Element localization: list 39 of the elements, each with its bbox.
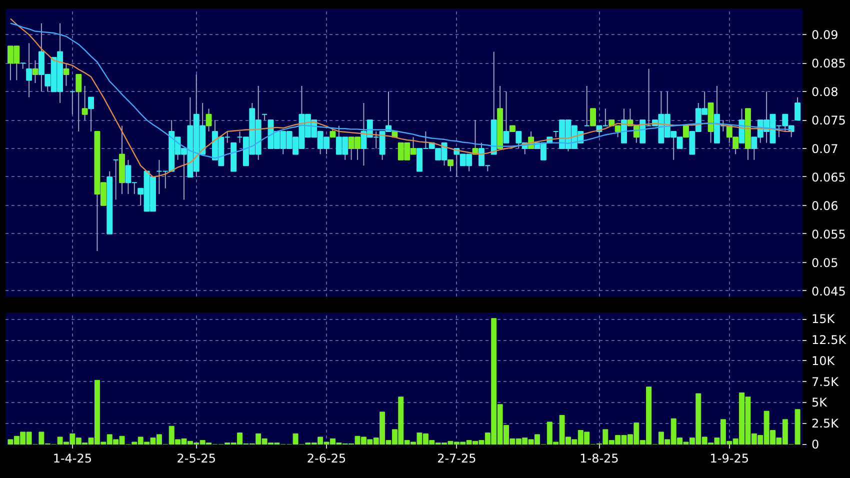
- y-tick-label: 10K: [812, 354, 836, 368]
- y-tick-label: 0.045: [812, 284, 846, 298]
- candlestick: [76, 74, 82, 132]
- x-tick-label: 2-6-25: [306, 452, 346, 466]
- candlestick: [590, 108, 596, 126]
- y-tick-label: 12.5K: [812, 333, 848, 348]
- x-tick-label: 1-4-25: [52, 452, 92, 466]
- candlestick: [69, 91, 76, 115]
- y-tick-label: 0.09: [812, 28, 838, 42]
- candlestick: [448, 159, 454, 172]
- candlestick: [503, 91, 510, 144]
- y-tick-label: 0.08: [812, 85, 838, 100]
- x-tick-label: 2-5-25: [176, 452, 216, 466]
- candlestick: [112, 159, 119, 200]
- y-tick-label: 0.07: [812, 142, 838, 156]
- y-tick-label: 0.085: [812, 56, 846, 71]
- y-tick-label: 0: [812, 438, 820, 452]
- x-tick-label: 1-9-25: [710, 452, 749, 466]
- y-tick-label: 0.065: [812, 170, 846, 184]
- y-tick-label: 5K: [812, 396, 828, 410]
- y-tick-label: 0.06: [812, 198, 838, 213]
- y-tick-label: 2.5K: [812, 416, 840, 431]
- y-tick-label: 15K: [812, 312, 836, 326]
- y-tick-label: 0.055: [812, 227, 846, 242]
- candlestick: [82, 85, 88, 121]
- candlestick: [584, 85, 590, 126]
- y-tick-label: 0.075: [812, 114, 846, 128]
- candlestick: [794, 96, 801, 121]
- x-tick-label: 1-8-25: [580, 452, 619, 466]
- candlestick: [88, 96, 94, 132]
- candlestick: [206, 108, 212, 132]
- candlestick: [63, 62, 70, 86]
- candlestick: [20, 62, 26, 70]
- x-tick-label: 2-7-25: [437, 452, 476, 466]
- candlestick: [32, 60, 38, 84]
- candlestick: [621, 108, 627, 144]
- candlestick: [26, 42, 32, 98]
- y-tick-label: 7.5K: [812, 374, 840, 389]
- y-tick-label: 0.05: [812, 256, 838, 270]
